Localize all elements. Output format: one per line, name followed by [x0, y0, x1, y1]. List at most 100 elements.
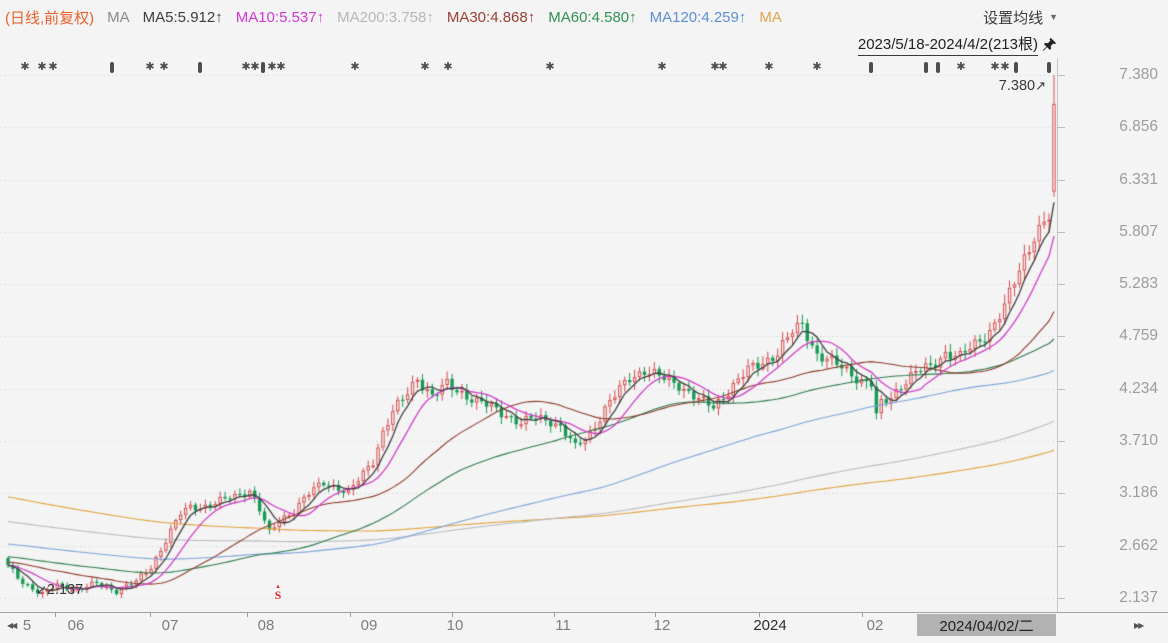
y-tick-label: 3.186 [1119, 484, 1158, 502]
low-price-annotation: ↙2.137 [36, 582, 84, 598]
ma-value-0: MA5:5.912↑ [142, 8, 223, 26]
x-tick [247, 612, 248, 617]
y-tick-dash [1057, 493, 1065, 495]
y-tick-dash [1057, 388, 1065, 390]
y-tick-label: 7.380 [1119, 66, 1158, 83]
x-tick [554, 612, 555, 617]
event-marker-star-icon[interactable]: ✱ [545, 61, 555, 73]
date-range-label: 2023/5/18-2024/4/2(213根) [857, 33, 1038, 56]
date-range-control[interactable]: 2023/5/18-2024/4/2(213根) [857, 33, 1057, 56]
event-marker-star-icon[interactable]: ✱ [764, 61, 774, 73]
x-axis-label: 06 [67, 617, 85, 634]
triangle-up-icon: ▲ [275, 584, 281, 590]
x-axis-label: 10 [446, 617, 464, 634]
x-tick [862, 612, 863, 617]
ma-value-6: MA [759, 8, 782, 26]
event-marker-star-icon[interactable]: ✱ [990, 61, 1000, 73]
x-tick [655, 612, 656, 617]
y-tick-label: 6.856 [1119, 118, 1158, 136]
y-axis: 7.380 6.856 6.331 5.807 5.283 4.759 4.234 3.710… [1057, 0, 1168, 643]
arrow-down-left-icon: ↙ [36, 582, 47, 597]
y-tick-label: 3.710 [1119, 432, 1158, 450]
x-tick [759, 612, 760, 617]
y-tick-dash [1057, 441, 1065, 443]
current-date-badge: 2024/04/02/二 [917, 614, 1056, 636]
event-marker-star-icon[interactable]: ✱ [956, 61, 966, 73]
event-marker-pill-icon[interactable] [110, 62, 114, 73]
y-tick-label: 5.283 [1119, 275, 1158, 293]
dividend-s-label: S [274, 588, 282, 602]
event-marker-pill-icon[interactable] [924, 62, 928, 73]
event-marker-star-icon[interactable]: ✱ [37, 61, 47, 73]
event-marker-star-icon[interactable]: ✱ [710, 61, 720, 73]
y-tick-label: 2.662 [1119, 536, 1158, 554]
x-axis-label: 07 [161, 617, 179, 634]
event-marker-star-icon[interactable]: ✱ [267, 61, 277, 73]
x-tick [452, 612, 453, 617]
x-axis-label: 12 [653, 617, 671, 634]
y-tick-dash [1057, 284, 1065, 286]
event-marker-star-icon[interactable]: ✱ [350, 61, 360, 73]
arrow-up-right-icon: ↗ [1035, 78, 1046, 93]
x-axis-label: 5 [22, 617, 32, 634]
high-price-annotation: 7.380↗ [998, 78, 1046, 94]
event-marker-star-icon[interactable]: ✱ [812, 61, 822, 73]
plot-right-border [1057, 58, 1058, 612]
y-tick-label: 4.234 [1119, 379, 1158, 397]
y-tick-dash [1057, 231, 1065, 233]
x-axis-label: 02 [866, 617, 884, 634]
x-tick [55, 612, 56, 617]
ma-values-group: MA5:5.912↑ MA10:5.537↑ MA200:3.758↑ MA30:4.… [143, 9, 782, 26]
ma-value-5: MA120:4.259↑ [649, 8, 747, 26]
event-marker-star-icon[interactable]: ✱ [276, 61, 286, 73]
x-axis-label: 2024 [753, 617, 787, 634]
x-tick [150, 612, 151, 617]
y-tick-label: 4.759 [1119, 327, 1158, 345]
event-marker-star-icon[interactable]: ✱ [443, 61, 453, 73]
x-axis-line [0, 612, 1168, 613]
event-marker-star-icon[interactable]: ✱ [48, 61, 58, 73]
event-marker-star-icon[interactable]: ✱ [241, 61, 251, 73]
ma-settings-dropdown[interactable]: 设置均线 ▼ [946, 5, 1058, 29]
y-tick-dash [1057, 179, 1065, 181]
x-axis-label: 11 [555, 617, 571, 634]
ma-value-2: MA200:3.758↑ [337, 8, 434, 26]
scroll-left-icon[interactable]: ◀◀ [7, 621, 17, 630]
scroll-right-icon[interactable]: ▶▶ [1134, 621, 1144, 630]
ma-value-4: MA60:4.580↑ [548, 8, 637, 26]
y-tick-label: 5.807 [1119, 222, 1158, 240]
event-marker-star-icon[interactable]: ✱ [718, 61, 728, 73]
x-axis: ◀◀ ▶▶ 2024/04/02/二 5 06 07 08 09 10 11 12 2024 02 [0, 612, 1168, 643]
event-marker-star-icon[interactable]: ✱ [657, 61, 667, 73]
dividend-marker[interactable]: ▲ S [271, 584, 285, 602]
y-tick-dash [1057, 75, 1065, 76]
event-marker-pill-icon[interactable] [1014, 62, 1018, 73]
ma-group-label: MA [107, 8, 130, 26]
ma-value-3: MA30:4.868↑ [446, 8, 536, 26]
ma-settings-label: 设置均线 [983, 9, 1044, 27]
ma-value-1: MA10:5.537↑ [235, 8, 325, 26]
pin-icon[interactable] [1042, 37, 1057, 52]
event-marker-star-icon[interactable]: ✱ [20, 61, 30, 73]
event-marker-pill-icon[interactable] [261, 62, 265, 73]
event-marker-star-icon[interactable]: ✱ [420, 61, 430, 73]
x-axis-label: 09 [360, 617, 378, 634]
event-marker-star-icon[interactable]: ✱ [145, 61, 155, 73]
chart-header: (日线,前复权) MA MA5:5.912↑ MA10:5.537↑ MA200:3… [5, 7, 960, 27]
y-tick-dash [1057, 127, 1065, 129]
event-marker-star-icon[interactable]: ✱ [1000, 61, 1010, 73]
event-marker-pill-icon[interactable] [198, 62, 202, 73]
x-axis-label: 08 [257, 617, 275, 634]
y-tick-dash [1057, 545, 1065, 547]
event-marker-star-icon[interactable]: ✱ [159, 61, 169, 73]
y-tick-dash [1057, 336, 1065, 338]
event-marker-pill-icon[interactable] [869, 62, 873, 73]
event-marker-pill-icon[interactable] [936, 62, 940, 73]
event-marker-pill-icon[interactable] [1047, 62, 1051, 73]
event-marker-star-icon[interactable]: ✱ [250, 61, 260, 73]
period-type-label[interactable]: (日线,前复权) [5, 9, 95, 27]
y-tick-label: 2.137 [1119, 588, 1158, 606]
y-tick-dash [1057, 597, 1065, 599]
